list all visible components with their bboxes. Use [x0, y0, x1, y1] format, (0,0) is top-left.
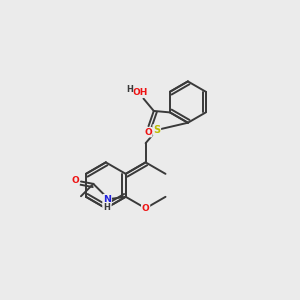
Text: N: N — [103, 195, 111, 204]
Text: O: O — [103, 203, 111, 212]
Text: O: O — [144, 128, 152, 136]
Text: H: H — [104, 203, 111, 212]
Text: S: S — [153, 125, 161, 135]
Text: O: O — [71, 176, 79, 184]
Text: OH: OH — [132, 88, 148, 97]
Text: H: H — [126, 85, 133, 94]
Text: O: O — [142, 204, 149, 213]
